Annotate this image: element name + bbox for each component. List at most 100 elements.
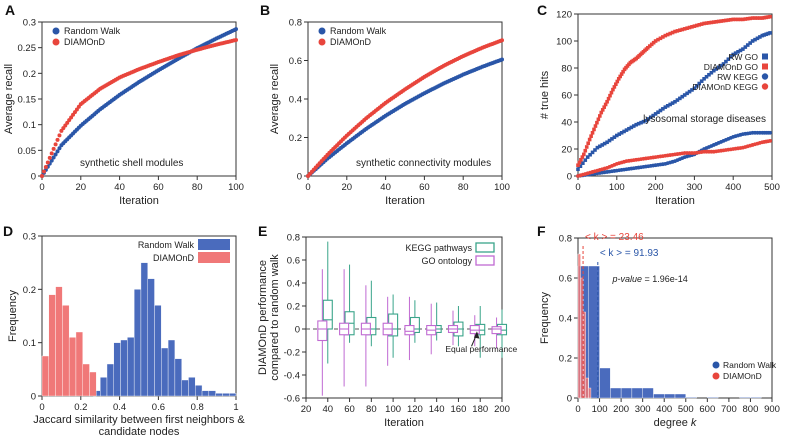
y-tick-label: 0.6 <box>559 274 572 285</box>
legend-marker <box>52 38 60 46</box>
scatter-point <box>634 122 638 127</box>
y-tick-label: 0.2 <box>287 302 300 313</box>
scatter-point <box>603 102 608 107</box>
scatter-point <box>692 24 697 28</box>
histogram-bar <box>82 363 90 397</box>
x-axis-label: Iteration <box>655 195 695 207</box>
line-point <box>57 146 62 151</box>
scatter-point <box>621 69 625 74</box>
scatter-point <box>741 47 745 51</box>
scatter-point <box>678 28 682 32</box>
y-tick-label: 0.8 <box>287 233 300 244</box>
scatter-point <box>612 135 617 139</box>
y-tick-label: 0 <box>295 325 300 336</box>
histogram-bar <box>75 331 83 397</box>
scatter-point <box>695 84 699 88</box>
y-tick-label: 0.2 <box>289 133 302 144</box>
scatter-point <box>707 72 711 77</box>
line-point <box>53 152 58 157</box>
scatter-point <box>651 113 655 118</box>
x-tick-label: 120 <box>407 404 423 415</box>
y-axis-label: Frequency <box>7 290 19 342</box>
scatter-point <box>745 43 750 47</box>
y-tick-label: 0.4 <box>287 279 300 290</box>
scatter-point <box>627 126 631 131</box>
scatter-point <box>600 108 605 112</box>
scatter-point <box>758 16 762 20</box>
scatter-point <box>587 137 592 142</box>
panel-e: E 20 40 60 80 100 120 140 160 180 200 -0.6 -0.4 -0.2 0… <box>257 223 517 429</box>
legend-marker <box>712 372 720 380</box>
line-point <box>49 151 54 156</box>
scatter-point <box>768 130 772 135</box>
y-tick-label: 0.15 <box>18 95 37 106</box>
scatter-point <box>649 42 654 47</box>
scatter-point <box>605 140 609 145</box>
x-tick-label: 800 <box>743 404 759 415</box>
scatter-point <box>728 17 733 22</box>
scatter-point <box>615 79 620 84</box>
scatter-point <box>760 16 765 20</box>
histogram-bar <box>167 339 176 397</box>
x-tick-label: 0.8 <box>191 402 204 413</box>
scatter-point <box>651 40 656 45</box>
scatter-point <box>665 104 670 108</box>
scatter-point <box>658 36 663 41</box>
legend-label: DIAMOnD GO <box>704 62 759 72</box>
scatter-point <box>741 17 745 22</box>
scatter-point <box>680 27 685 32</box>
scatter-point <box>726 18 731 22</box>
box <box>469 324 480 335</box>
annotation: lysosomal storage diseases <box>643 114 766 125</box>
scatter-point <box>619 72 624 76</box>
scatter-point <box>695 23 699 28</box>
histogram-bar <box>62 305 70 397</box>
y-tick-label: 120 <box>556 10 572 21</box>
y-tick-label: -0.6 <box>284 394 300 405</box>
legend-marker <box>198 239 230 250</box>
scatter-point <box>766 15 770 19</box>
x-tick-label: 140 <box>429 404 445 415</box>
scatter-point <box>606 96 611 101</box>
scatter-point <box>745 16 750 21</box>
y-tick-label: 0 <box>31 392 36 403</box>
y-tick-label: 100 <box>556 37 572 48</box>
x-tick-label: 40 <box>114 182 125 193</box>
scatter-point <box>753 16 757 20</box>
scatter-point <box>639 120 643 125</box>
histogram-bar <box>68 337 77 397</box>
scatter-point <box>644 118 648 123</box>
scatter-point <box>760 33 765 38</box>
annotation-pvalue: p-value = 1.96e-14 <box>611 274 687 284</box>
y-tick-label: 0.6 <box>289 56 302 67</box>
x-tick-label: 180 <box>472 404 488 415</box>
scatter-point <box>595 145 600 150</box>
y-axis-label: compared to random walk <box>269 254 281 381</box>
line-point <box>234 27 238 32</box>
legend-label: Random Walk <box>330 26 387 36</box>
histogram-bar <box>620 387 633 399</box>
legend-label: DIAMOnD <box>723 371 762 381</box>
scatter-point <box>731 17 735 22</box>
scatter-point <box>580 155 585 159</box>
scatter-point <box>736 17 740 22</box>
histogram-bar <box>133 289 142 397</box>
scatter-point <box>615 133 619 138</box>
scatter-point <box>614 82 618 86</box>
scatter-point <box>611 87 615 92</box>
line-point <box>43 164 48 169</box>
scatter-point <box>617 132 622 136</box>
scatter-point <box>653 112 658 116</box>
x-tick-label: 20 <box>342 182 353 193</box>
legend-marker <box>475 242 495 253</box>
annotation-blue-mean: < k > = 91.93 <box>600 248 659 259</box>
histogram-bar <box>577 253 581 399</box>
legend-marker <box>762 53 768 60</box>
scatter-point <box>675 98 680 102</box>
x-tick-label: 60 <box>344 404 355 415</box>
scatter-point <box>581 161 585 165</box>
scatter-point <box>748 16 752 21</box>
x-tick-label: 0 <box>39 402 44 413</box>
x-tick-label: 100 <box>609 182 625 193</box>
scatter-point <box>663 105 668 109</box>
